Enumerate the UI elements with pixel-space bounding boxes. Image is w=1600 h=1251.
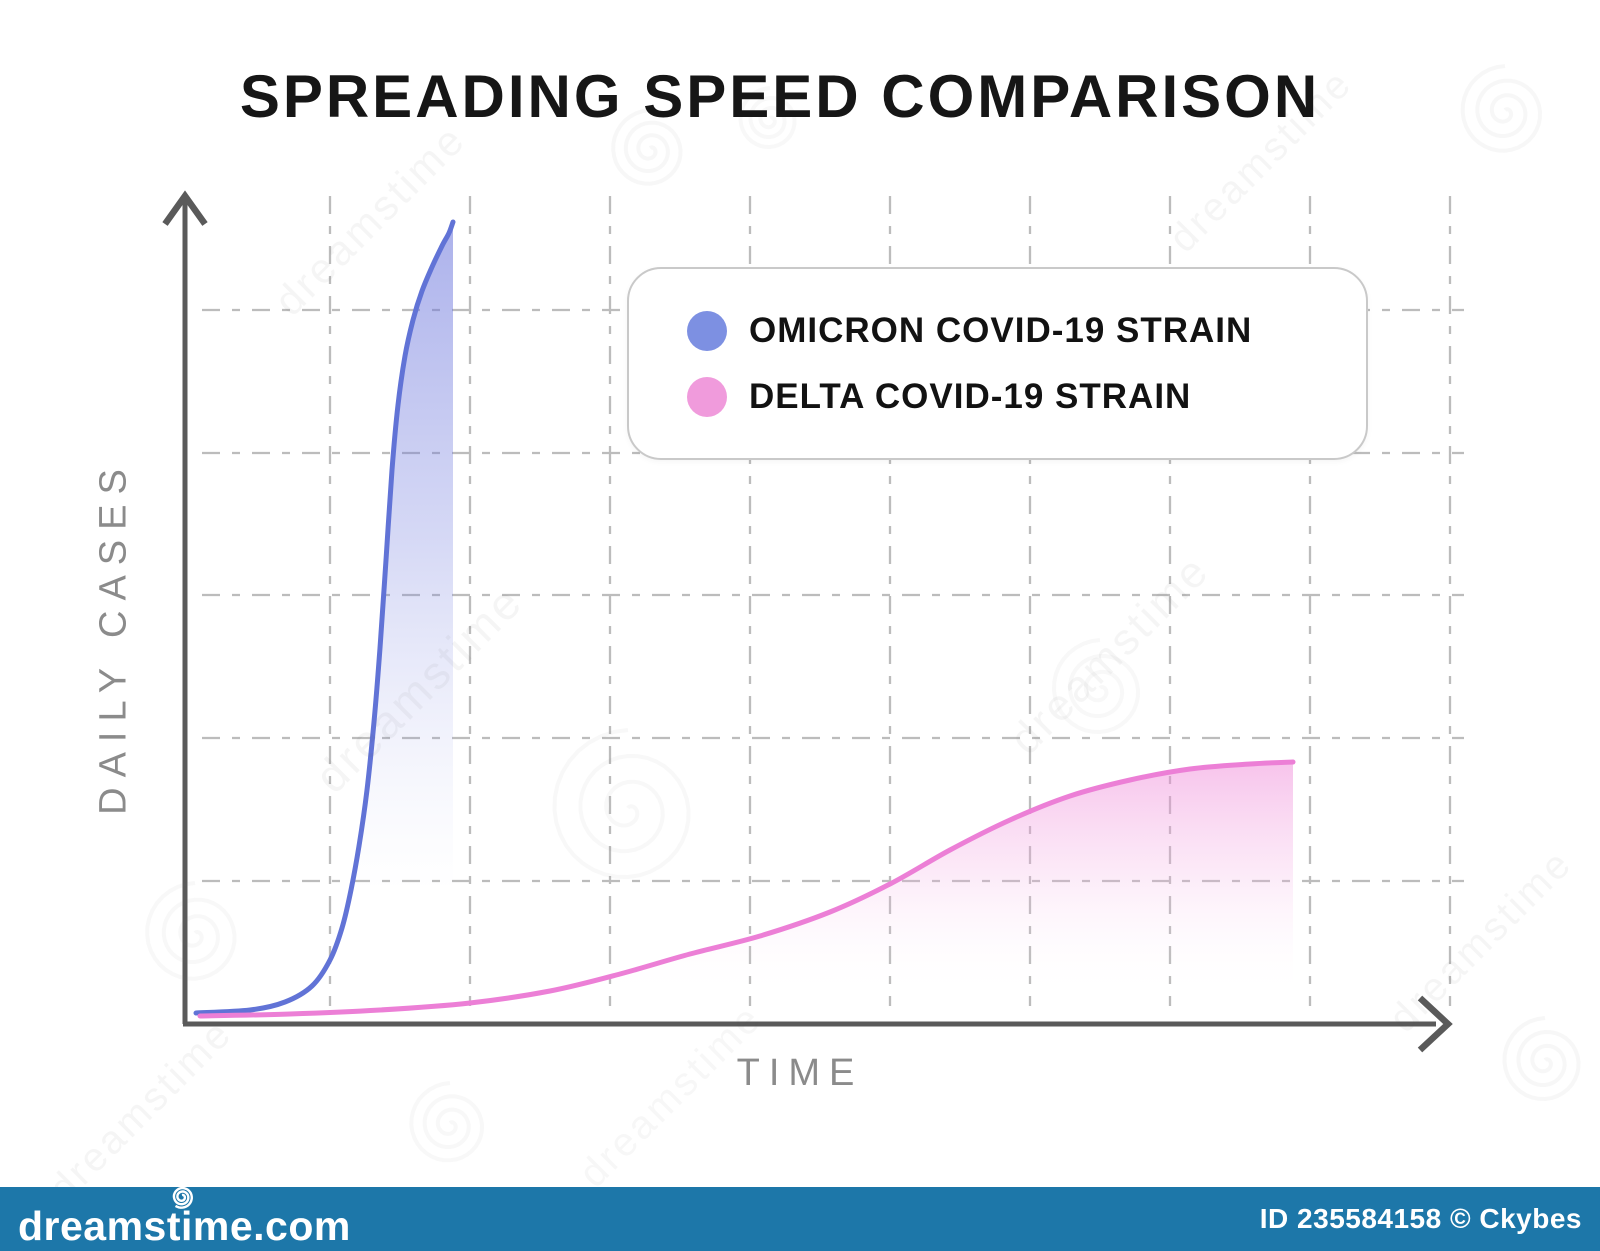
dreamstime-logo: dreamstime.com: [18, 1186, 351, 1249]
legend-label-omicron: OMICRON COVID-19 STRAIN: [749, 310, 1253, 350]
omicron-area: [196, 222, 453, 1018]
legend-item-omicron: OMICRON COVID-19 STRAIN: [687, 310, 1366, 351]
y-axis-label: DAILY CASES: [92, 459, 135, 815]
chart-canvas: [162, 190, 1464, 1053]
legend-item-delta: DELTA COVID-19 STRAIN: [687, 376, 1366, 417]
omicron-curve: [193, 219, 456, 1016]
axes: [162, 190, 1453, 1053]
legend-box: OMICRON COVID-19 STRAIN DELTA COVID-19 S…: [627, 267, 1368, 460]
spiral-icon: [172, 1186, 194, 1209]
dreamstime-logo-text: dreamstime.com: [18, 1202, 351, 1249]
delta-area: [200, 762, 1293, 1018]
delta-series-dot-icon: [687, 376, 727, 417]
legend-label-delta: DELTA COVID-19 STRAIN: [749, 376, 1192, 416]
delta-curve: [197, 759, 1296, 1019]
x-axis-arrow-icon: [1417, 995, 1453, 1053]
watermark-bottom-bar: dreamstime.com ID 235584158 © Ckybes: [0, 1186, 1600, 1251]
page-title: SPREADING SPEED COMPARISON: [239, 63, 1321, 130]
spiral-glyph: [172, 1186, 194, 1209]
x-axis-label: TIME: [736, 1052, 864, 1094]
omicron-series-dot-icon: [687, 310, 727, 351]
y-axis-arrow-icon: [162, 190, 208, 226]
image-credit: ID 235584158 © Ckybes: [1259, 1203, 1582, 1234]
